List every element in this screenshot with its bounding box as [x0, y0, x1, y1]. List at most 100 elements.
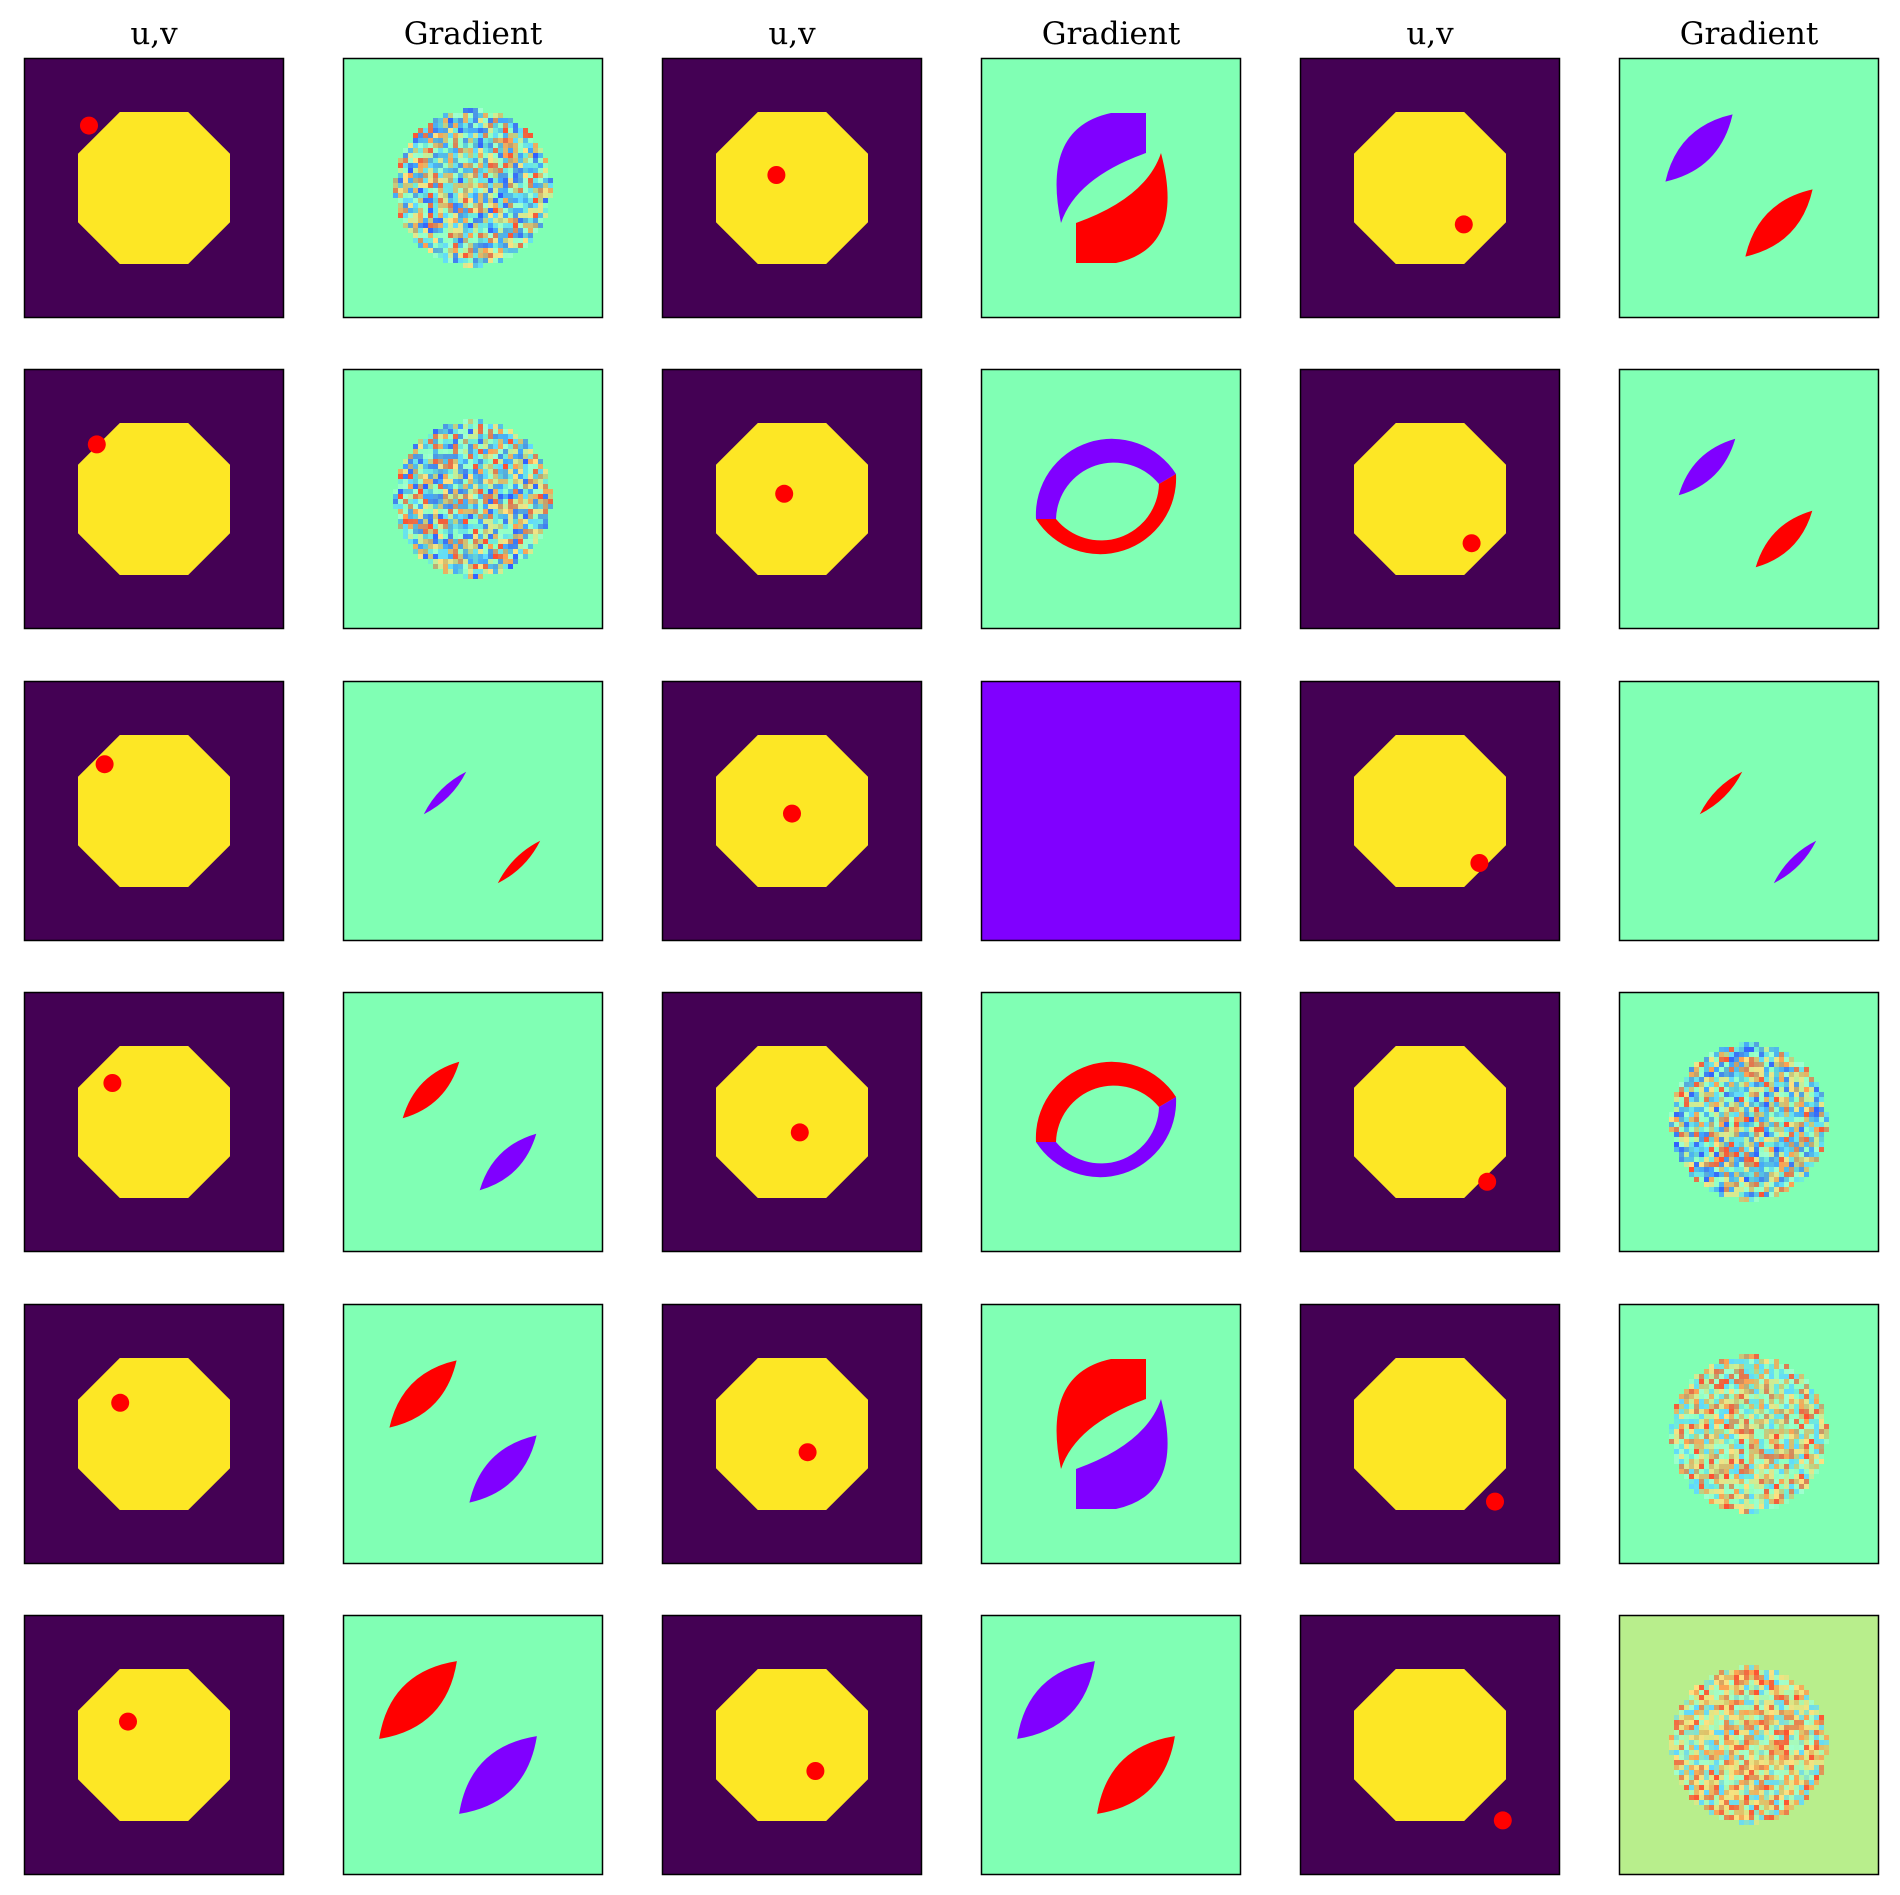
gradient-background: [343, 681, 603, 941]
panel-frame: [1299, 991, 1561, 1253]
uv-panel-g2-r4: [661, 991, 923, 1253]
panel-frame: [661, 991, 923, 1253]
uv-panel-g3-r2: [1299, 368, 1561, 630]
uv-disk: [716, 1669, 868, 1821]
probe-marker: [103, 1074, 122, 1092]
gradient-panel-g1-r4: [342, 991, 604, 1253]
gradient-lobe-lower: [1773, 840, 1817, 884]
panel-frame: [1299, 368, 1561, 630]
uv-disk: [1354, 423, 1506, 575]
column-title-gradient-2: Gradient: [1041, 16, 1181, 52]
gradient-panel-g1-r5: [342, 1303, 604, 1565]
panel-frame: [23, 1303, 285, 1565]
uv-disk: [1354, 1669, 1506, 1821]
panel-frame: [342, 57, 604, 319]
panel-frame: [1618, 368, 1880, 630]
gradient-lobe-lower: [1745, 189, 1813, 257]
gradient-background: [981, 992, 1241, 1252]
panel-frame: [980, 368, 1242, 630]
gradient-panel-g3-r6: [1618, 1614, 1880, 1876]
panel-frame: [1618, 680, 1880, 942]
gradient-background: [343, 1615, 603, 1875]
panel-frame: [980, 680, 1242, 942]
gradient-panel-g3-r2: [1618, 368, 1880, 630]
gradient-background: [981, 369, 1241, 629]
gradient-panel-g1-r1: [342, 57, 604, 319]
gradient-noise-field: [1669, 1042, 1829, 1202]
uv-panel-g2-r6: [661, 1614, 923, 1876]
uv-panel-g2-r5: [661, 1303, 923, 1565]
panel-frame: [1618, 991, 1880, 1253]
probe-marker: [783, 804, 801, 823]
gradient-ring-lower: [1036, 1097, 1177, 1178]
uv-disk: [78, 1046, 230, 1198]
gradient-crescent-left: [1056, 1359, 1146, 1469]
panel-frame: [980, 991, 1242, 1253]
uv-disk: [78, 1358, 230, 1510]
uv-disk: [78, 735, 230, 887]
panel-frame: [23, 368, 285, 630]
uv-panel-g3-r1: [1299, 57, 1561, 319]
uv-disk: [716, 423, 868, 575]
uv-disk: [716, 1046, 868, 1198]
gradient-lobe-upper: [1017, 1661, 1095, 1739]
uv-disk: [1354, 735, 1506, 887]
panel-frame: [1618, 57, 1880, 319]
uv-panel-g2-r3: [661, 680, 923, 942]
panel-frame: [342, 1303, 604, 1565]
probe-marker: [1462, 534, 1481, 553]
gradient-panel-g3-r5: [1618, 1303, 1880, 1565]
gradient-panel-g2-r3: [980, 680, 1242, 942]
probe-marker: [1486, 1492, 1504, 1511]
gradient-ring-lower: [1036, 474, 1177, 555]
uv-panel-g3-r4: [1299, 991, 1561, 1253]
gradient-lobe-upper: [389, 1360, 457, 1428]
uv-panel-g1-r1: [23, 57, 285, 319]
gradient-ring-upper: [1035, 438, 1176, 519]
gradient-lobe-upper: [402, 1061, 460, 1119]
uv-panel-g3-r6: [1299, 1614, 1561, 1876]
gradient-crescent-left: [1056, 113, 1146, 223]
uv-panel-g1-r2: [23, 368, 285, 630]
probe-marker: [119, 1712, 137, 1731]
uv-disk: [78, 423, 230, 575]
panel-frame: [980, 1303, 1242, 1565]
column-title-uv-2: u,v: [768, 16, 816, 52]
gradient-lobe-upper: [1678, 438, 1736, 496]
uv-panel-g3-r5: [1299, 1303, 1561, 1565]
uv-panel-g2-r2: [661, 368, 923, 630]
panel-frame: [661, 1614, 923, 1876]
gradient-background: [981, 1615, 1241, 1875]
panel-frame: [342, 368, 604, 630]
panel-frame: [1618, 1303, 1880, 1565]
probe-marker: [798, 1443, 817, 1462]
gradient-panel-g3-r3: [1618, 680, 1880, 942]
gradient-panel-g2-r4: [980, 991, 1242, 1253]
gradient-lobe-upper: [379, 1661, 457, 1739]
gradient-panel-g1-r3: [342, 680, 604, 942]
probe-marker: [775, 484, 794, 503]
gradient-noise-field: [393, 419, 553, 579]
probe-marker: [767, 166, 786, 184]
gradient-background: [1619, 58, 1879, 318]
uv-panel-g1-r6: [23, 1614, 285, 1876]
uv-disk: [716, 112, 868, 264]
gradient-panel-g2-r2: [980, 368, 1242, 630]
uv-disk: [1354, 1358, 1506, 1510]
probe-marker: [1454, 215, 1473, 234]
probe-marker: [1470, 854, 1489, 872]
gradient-lobe-upper: [423, 771, 467, 815]
panel-frame: [661, 1303, 923, 1565]
gradient-panel-g2-r1: [980, 57, 1242, 319]
panel-frame: [23, 1614, 285, 1876]
gradient-panel-g1-r6: [342, 1614, 604, 1876]
uv-disk: [78, 1669, 230, 1821]
uv-disk: [716, 1358, 868, 1510]
gradient-lobe-upper: [1699, 771, 1743, 815]
probe-marker: [790, 1123, 809, 1142]
gradient-background: [981, 681, 1241, 941]
uv-disk: [1354, 112, 1506, 264]
uv-panel-g1-r4: [23, 991, 285, 1253]
probe-marker: [95, 755, 114, 774]
